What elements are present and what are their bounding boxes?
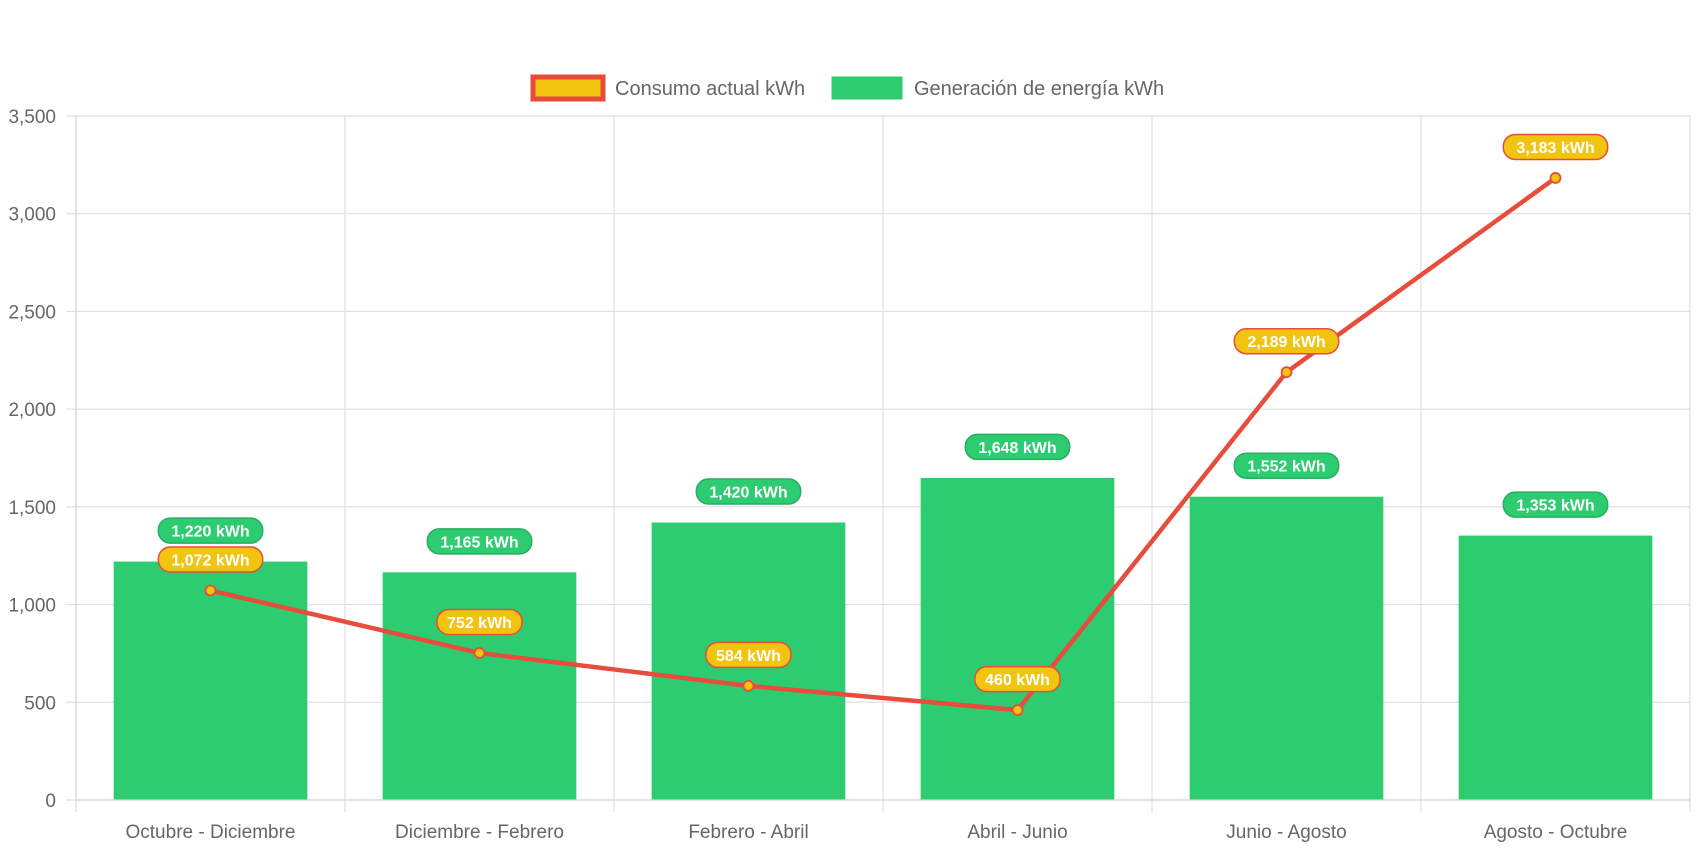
point-consumption (473, 647, 486, 659)
line-data-label-text: 460 kWh (985, 672, 1050, 689)
bar-data-label: 1,648 kWh (964, 433, 1071, 461)
bar-generation (1189, 496, 1384, 800)
bar-data-label-text: 1,648 kWh (978, 440, 1056, 457)
y-tick-label: 500 (24, 693, 56, 714)
bar-data-label: 1,552 kWh (1233, 452, 1340, 479)
line-data-label-text: 584 kWh (716, 648, 781, 665)
axes: 0 500 1,000 1,500 2,000 2,500 3,000 3,500 Octubr… (8, 107, 1690, 843)
legend[interactable]: Consumo actual kWh Generación de energía … (530, 74, 1164, 102)
legend-swatch-consumo (530, 74, 606, 102)
bar-data-label-text: 1,420 kWh (709, 484, 787, 501)
y-tick-label: 3,000 (8, 205, 56, 226)
line-data-label-bg (1233, 327, 1340, 355)
bar-data-label-text: 1,220 kWh (171, 524, 249, 541)
bar-generation (920, 477, 1115, 800)
line-data-label-text: 3,183 kWh (1516, 140, 1594, 157)
y-tick-label: 3,500 (8, 107, 56, 128)
line-data-label-bg (705, 641, 792, 669)
line-data-label-text: 752 kWh (447, 615, 512, 632)
y-tick-label: 0 (45, 791, 56, 812)
x-tick-label: Agosto - Octubre (1484, 822, 1628, 843)
y-tick-label: 2,000 (8, 400, 56, 421)
point-consumption (1549, 172, 1562, 184)
legend-item-consumo[interactable]: Consumo actual kWh (530, 74, 805, 102)
data-labels: 1,220 kWh 1,165 kWh 1,420 kWh 1,648 kWh 1,55… (157, 133, 1609, 693)
y-tick-label: 1,000 (8, 596, 56, 617)
bar-data-label: 1,165 kWh (426, 528, 533, 555)
bar-data-label-text: 1,165 kWh (440, 534, 518, 551)
point-consumption (1280, 366, 1293, 379)
line-data-label-text: 1,072 kWh (171, 553, 249, 570)
bar-data-label-bg (695, 478, 802, 505)
bar-data-label-text: 1,552 kWh (1247, 459, 1325, 476)
bars (113, 477, 1653, 800)
bar-data-label: 1,220 kWh (157, 517, 264, 544)
line-data-label: 460 kWh (974, 665, 1061, 693)
bar-data-label: 1,353 kWh (1502, 491, 1609, 518)
bar-data-label-bg (1502, 491, 1609, 518)
line-data-label: 2,189 kWh (1233, 327, 1340, 355)
legend-item-generacion[interactable]: Generación de energía kWh (831, 76, 1164, 100)
line-data-label-bg (1502, 133, 1609, 161)
line-data-label: 584 kWh (705, 641, 792, 669)
bar-data-label-bg (426, 528, 533, 555)
bar-generation (382, 572, 577, 800)
point-consumption (204, 584, 217, 597)
point-consumption (1011, 704, 1024, 717)
grid (66, 115, 1691, 812)
x-tick-label: Junio - Agosto (1226, 822, 1346, 843)
bar-data-label-bg (1233, 452, 1340, 479)
line-data-label-text: 2,189 kWh (1247, 334, 1325, 351)
y-tick-label: 2,500 (8, 302, 56, 323)
line-data-label-bg (436, 608, 523, 636)
x-tick-label: Abril - Junio (967, 822, 1067, 843)
line-data-label-bg (974, 665, 1061, 693)
bar-generation (1458, 535, 1653, 800)
bar-data-label-bg (964, 433, 1071, 461)
line-data-label: 1,072 kWh (157, 546, 264, 573)
bar-data-label-bg (157, 517, 264, 544)
line-data-label: 752 kWh (436, 608, 523, 636)
line-data-label: 3,183 kWh (1502, 133, 1609, 161)
point-consumption (742, 679, 755, 692)
legend-swatch-generacion (831, 76, 903, 100)
y-tick-label: 1,500 (8, 498, 56, 519)
bar-generation (113, 561, 308, 800)
line-data-label-bg (157, 546, 264, 573)
legend-label-generacion: Generación de energía kWh (914, 78, 1164, 100)
bar-data-label-text: 1,353 kWh (1516, 498, 1594, 515)
x-tick-label: Diciembre - Febrero (395, 822, 564, 843)
x-tick-label: Febrero - Abril (688, 822, 808, 843)
bar-data-label: 1,420 kWh (695, 478, 802, 505)
x-tick-label: Octubre - Diciembre (126, 822, 296, 843)
legend-label-consumo: Consumo actual kWh (615, 78, 805, 100)
